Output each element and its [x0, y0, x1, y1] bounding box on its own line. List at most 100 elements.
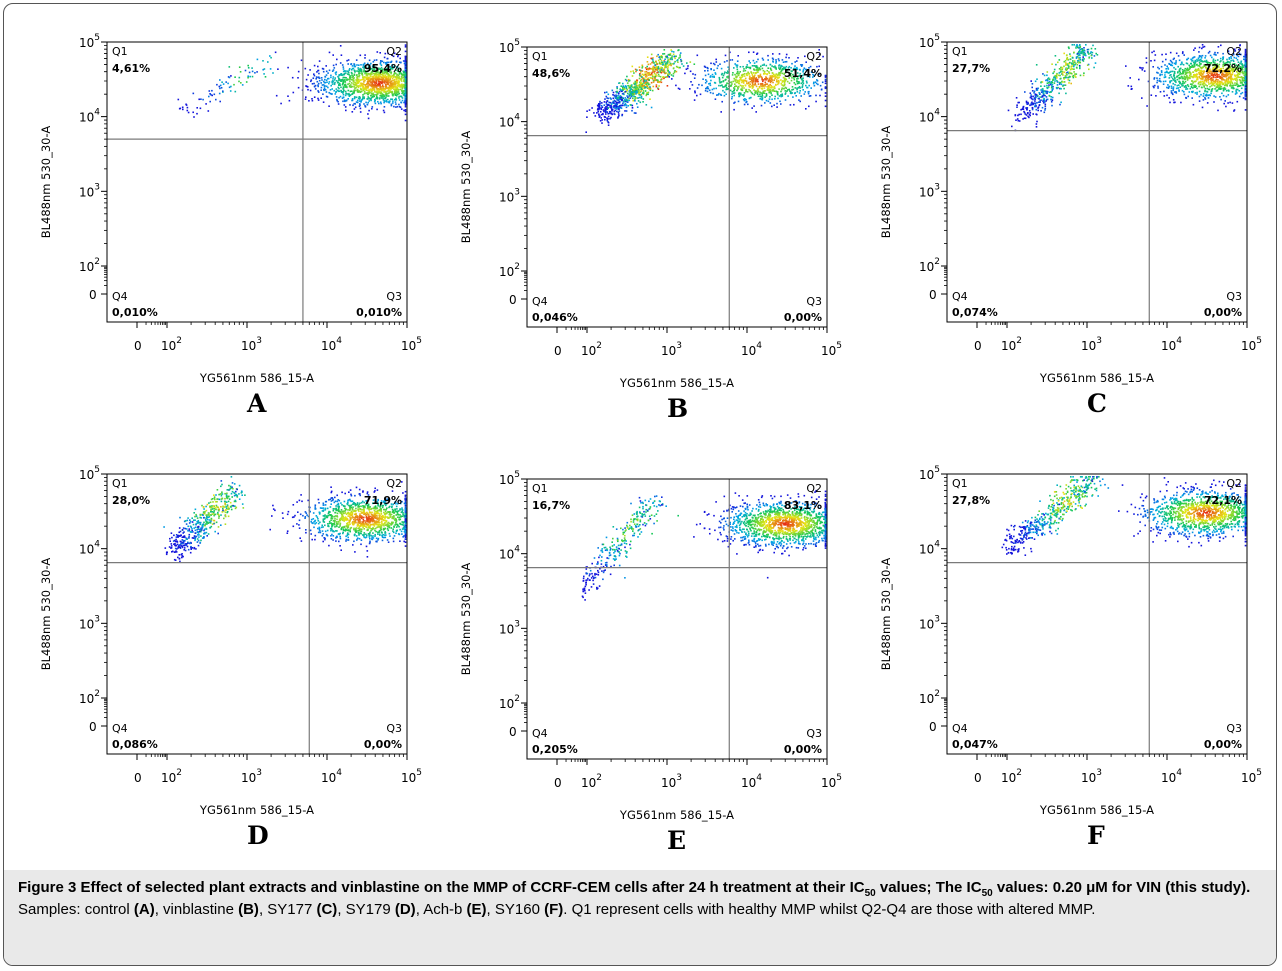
event-dot: [815, 82, 818, 85]
event-dot: [1211, 72, 1213, 74]
event-dot: [387, 92, 390, 94]
event-dot: [731, 83, 733, 85]
event-dot: [755, 79, 758, 81]
event-dot: [371, 90, 373, 92]
event-dot: [770, 68, 772, 71]
event-dot: [395, 98, 397, 101]
event-dot: [743, 68, 745, 70]
event-dot: [706, 86, 708, 89]
x-tick-label: 0: [134, 339, 142, 353]
event-dot: [1079, 57, 1081, 59]
event-dot: [658, 56, 660, 59]
event-dot: [1230, 70, 1232, 72]
event-dot: [1203, 79, 1206, 82]
event-dot: [1233, 110, 1235, 112]
event-dot: [377, 68, 379, 71]
event-dot: [1194, 47, 1196, 49]
event-dot: [1225, 67, 1228, 70]
event-dot: [669, 72, 671, 74]
event-dot: [773, 90, 776, 92]
event-dot: [741, 87, 743, 89]
event-dot: [1084, 52, 1086, 55]
event-dot: [753, 105, 755, 107]
event-dot: [778, 67, 780, 69]
event-dot: [647, 77, 650, 79]
event-dot: [385, 100, 387, 102]
event-dot: [677, 87, 680, 90]
event-dot: [1222, 52, 1224, 55]
event-dot: [401, 97, 404, 99]
event-dot: [392, 79, 394, 82]
event-dot: [769, 63, 772, 66]
event-dot: [379, 84, 381, 87]
event-dot: [741, 80, 744, 82]
event-dot: [383, 90, 386, 92]
event-dot: [366, 63, 369, 66]
event-dot: [625, 106, 628, 109]
event-dot: [1206, 69, 1209, 72]
event-dot: [385, 92, 388, 95]
event-dot: [353, 89, 355, 92]
event-dot: [740, 78, 742, 81]
event-dot: [734, 83, 736, 85]
event-dot: [641, 73, 644, 76]
event-dot: [668, 71, 671, 73]
event-dot: [673, 62, 675, 65]
event-dot: [617, 113, 620, 115]
event-dot: [222, 90, 224, 92]
event-dot: [765, 94, 768, 96]
event-dot: [599, 120, 602, 122]
event-dot: [643, 73, 646, 76]
event-dot: [398, 80, 400, 82]
event-dot: [791, 86, 794, 88]
event-dot: [360, 68, 363, 71]
event-dot: [1238, 73, 1241, 76]
event-dot: [1073, 61, 1076, 63]
event-dot: [1200, 63, 1202, 65]
event-dot: [397, 85, 400, 87]
event-dot: [611, 89, 614, 92]
event-dot: [395, 91, 398, 94]
event-dot: [1211, 82, 1214, 85]
event-dot: [770, 77, 773, 80]
event-dot: [720, 111, 722, 113]
event-dot: [354, 87, 356, 90]
event-dot: [651, 72, 653, 75]
event-dot: [771, 89, 773, 92]
event-dot: [771, 94, 773, 96]
event-dot: [646, 82, 648, 84]
event-dot: [617, 116, 620, 118]
event-dot: [1204, 77, 1207, 79]
event-dot: [324, 81, 327, 84]
event-dot: [347, 83, 349, 85]
event-dot: [1178, 90, 1180, 92]
event-dot: [398, 61, 401, 64]
event-dot: [1160, 70, 1163, 72]
event-dot: [199, 107, 202, 110]
event-dot: [331, 83, 334, 85]
event-dot: [625, 104, 628, 106]
event-dot: [656, 55, 658, 58]
event-dot: [760, 104, 763, 107]
event-dot: [335, 90, 337, 93]
event-dot: [1237, 76, 1240, 79]
event-dot: [780, 82, 783, 85]
event-dot: [805, 68, 808, 71]
event-dot: [1061, 70, 1064, 73]
event-dot: [1157, 85, 1159, 88]
event-dot: [1231, 82, 1234, 85]
event-dot: [399, 88, 402, 91]
event-dot: [749, 83, 751, 86]
event-dot: [1166, 94, 1168, 97]
event-dot: [348, 85, 351, 88]
event-dot: [792, 96, 794, 98]
event-dot: [1070, 65, 1073, 68]
event-dot: [1199, 83, 1202, 86]
event-dot: [369, 79, 372, 81]
event-dot: [783, 73, 785, 75]
event-dot: [350, 84, 352, 86]
event-dot: [773, 73, 775, 76]
event-dot: [392, 55, 395, 58]
event-dot: [367, 113, 369, 115]
event-dot: [219, 100, 221, 103]
